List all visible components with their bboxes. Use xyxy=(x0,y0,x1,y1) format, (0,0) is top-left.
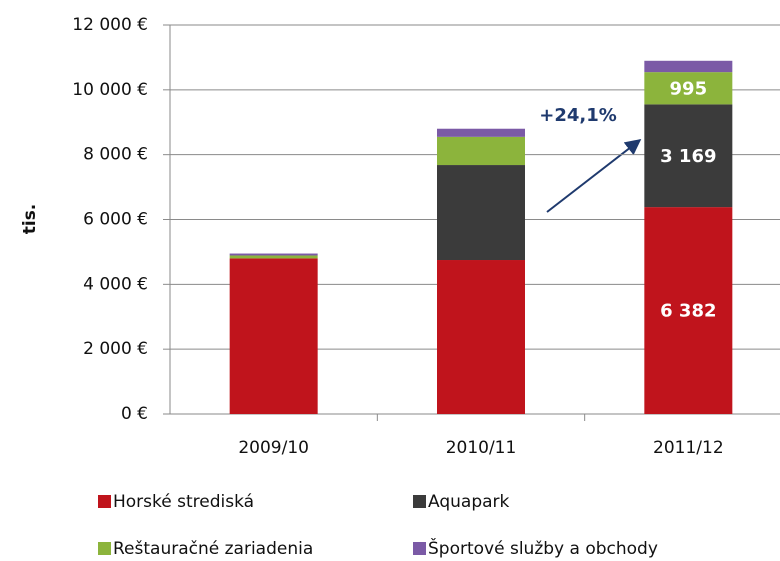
bar-segment xyxy=(437,165,525,261)
x-tick-label: 2009/10 xyxy=(238,438,309,458)
annotation: +24,1% xyxy=(539,105,617,126)
bar-segment xyxy=(229,255,318,259)
x-tick-label: 2010/11 xyxy=(446,438,517,458)
bar-segment xyxy=(644,104,733,208)
legend-swatch xyxy=(413,542,426,555)
bar-segment xyxy=(644,72,733,105)
y-tick-label: 8 000 € xyxy=(83,145,148,165)
bar-segment xyxy=(437,136,525,166)
bar-segment xyxy=(437,260,525,414)
legend-label: Aquapark xyxy=(428,492,510,512)
legend-label: Horské strediská xyxy=(113,492,254,512)
bar-segment xyxy=(437,128,525,137)
bar-segment xyxy=(644,207,733,414)
y-tick-label: 12 000 € xyxy=(72,15,148,35)
data-label: 3 169 xyxy=(660,146,716,167)
y-tick-label: 0 € xyxy=(121,404,148,424)
y-tick-label: 4 000 € xyxy=(83,274,148,294)
growth-arrow xyxy=(546,139,642,213)
y-axis-label: tis. xyxy=(20,204,40,235)
bar-segment xyxy=(229,258,318,414)
legend-swatch xyxy=(98,495,111,508)
legend-swatch xyxy=(413,495,426,508)
bar-segment xyxy=(644,60,733,73)
data-label: 995 xyxy=(670,78,708,99)
y-tick-label: 2 000 € xyxy=(83,339,148,359)
x-tick-label: 2011/12 xyxy=(653,438,724,458)
y-tick-label: 6 000 € xyxy=(83,210,148,230)
bar-segment xyxy=(229,253,318,256)
legend-swatch xyxy=(98,542,111,555)
y-tick-label: 10 000 € xyxy=(72,80,148,100)
legend-label: Reštauračné zariadenia xyxy=(113,539,313,559)
legend-label: Športové služby a obchody xyxy=(428,537,658,559)
data-label: 6 382 xyxy=(660,301,716,322)
